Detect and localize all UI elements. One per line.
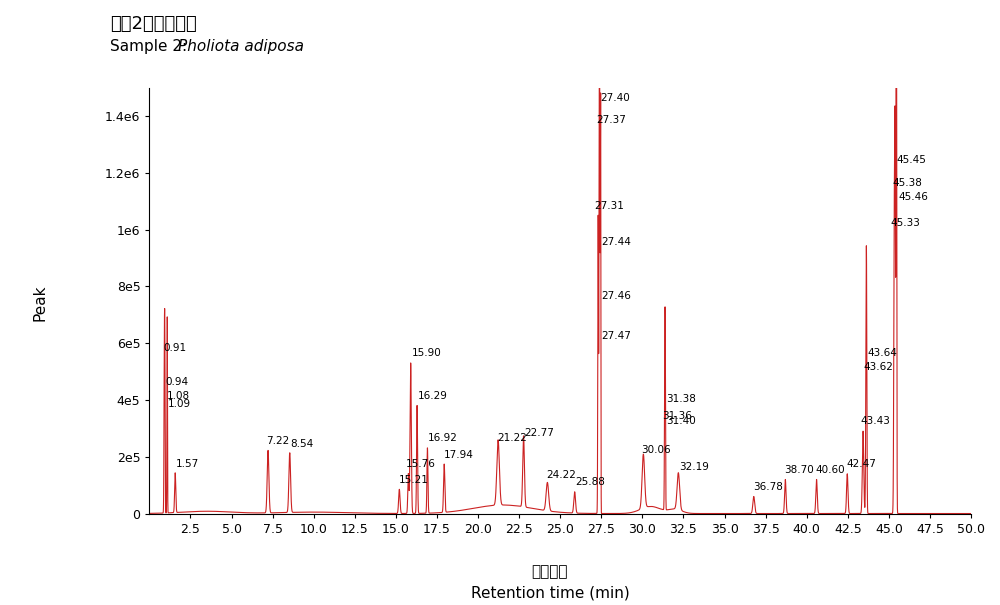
- Text: Pholiota adiposa: Pholiota adiposa: [178, 39, 304, 54]
- Text: 43.62: 43.62: [863, 362, 893, 373]
- Text: 40.60: 40.60: [816, 465, 845, 474]
- Text: 31.40: 31.40: [666, 416, 696, 427]
- Text: 15.21: 15.21: [399, 474, 428, 485]
- Text: Sample 2:: Sample 2:: [110, 39, 192, 54]
- Text: 15.90: 15.90: [411, 348, 441, 358]
- Text: 45.38: 45.38: [892, 178, 922, 188]
- Text: 45.45: 45.45: [896, 155, 926, 165]
- Text: 17.94: 17.94: [443, 451, 473, 460]
- Text: 31.38: 31.38: [666, 394, 696, 404]
- Text: 16.29: 16.29: [418, 391, 448, 401]
- Text: Peak: Peak: [32, 284, 48, 321]
- Text: 45.33: 45.33: [890, 218, 920, 227]
- Text: 8.54: 8.54: [291, 439, 314, 449]
- Text: 27.44: 27.44: [601, 238, 631, 247]
- Text: 31.36: 31.36: [662, 411, 692, 420]
- Text: 43.43: 43.43: [861, 416, 890, 427]
- Text: 21.22: 21.22: [497, 433, 527, 443]
- Text: 0.94: 0.94: [165, 376, 188, 387]
- Text: 1.09: 1.09: [168, 399, 191, 410]
- Text: 样品2：多脂鳞伞: 样品2：多脂鳞伞: [110, 15, 197, 33]
- Text: 27.46: 27.46: [601, 292, 631, 301]
- Text: Retention time (min): Retention time (min): [471, 586, 629, 600]
- Text: 38.70: 38.70: [784, 465, 814, 474]
- Text: 7.22: 7.22: [266, 436, 290, 446]
- Text: 30.06: 30.06: [641, 445, 671, 455]
- Text: 16.92: 16.92: [428, 433, 458, 443]
- Text: 24.22: 24.22: [547, 470, 576, 480]
- Text: 15.76: 15.76: [406, 459, 436, 469]
- Text: 42.47: 42.47: [846, 459, 876, 469]
- Text: 27.40: 27.40: [600, 93, 630, 103]
- Text: 1.08: 1.08: [167, 391, 190, 401]
- Text: 保留时间: 保留时间: [532, 564, 568, 579]
- Text: 45.46: 45.46: [898, 192, 928, 202]
- Text: 25.88: 25.88: [575, 477, 605, 488]
- Text: 43.64: 43.64: [867, 348, 897, 358]
- Text: 1.57: 1.57: [176, 459, 199, 469]
- Text: 27.31: 27.31: [594, 200, 624, 211]
- Text: 27.47: 27.47: [601, 331, 631, 341]
- Text: 22.77: 22.77: [524, 428, 554, 437]
- Text: 32.19: 32.19: [679, 462, 709, 472]
- Text: 0.91: 0.91: [163, 342, 186, 353]
- Text: 27.37: 27.37: [596, 116, 626, 125]
- Text: 36.78: 36.78: [753, 482, 783, 492]
